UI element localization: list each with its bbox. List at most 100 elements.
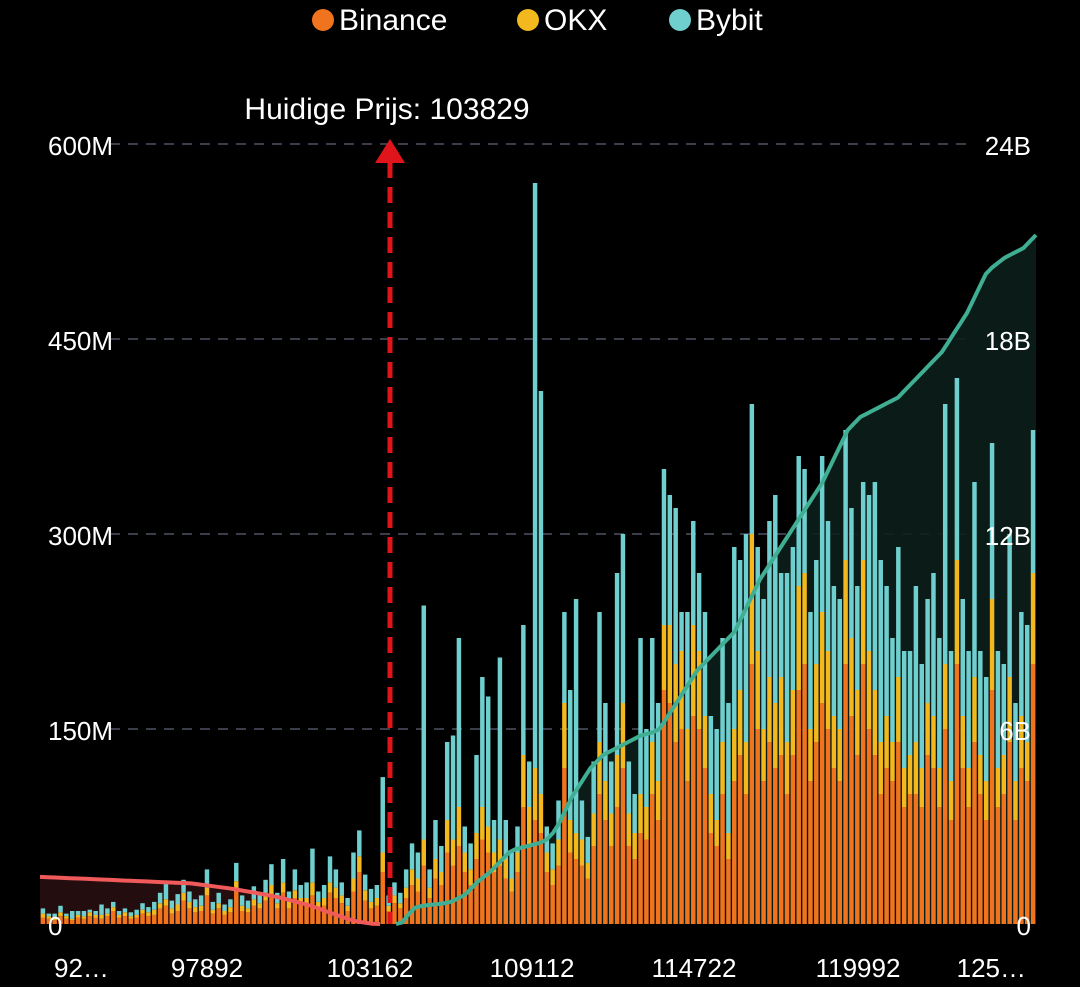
- binance-bar: [585, 878, 591, 924]
- y-axis-left: 600M 450M 300M 150M 0: [48, 131, 113, 941]
- bybit-bar: [216, 892, 221, 904]
- short-cumulative-line: [39, 874, 381, 926]
- bybit-bar: [819, 456, 825, 612]
- okx-bar: [398, 903, 403, 909]
- legend-item-binance[interactable]: Binance: [312, 4, 447, 37]
- okx-bar: [69, 918, 75, 921]
- legend-item-bybit[interactable]: Bybit: [669, 4, 763, 37]
- binance-bar: [380, 872, 385, 924]
- y-right-tick: 6B: [999, 716, 1031, 746]
- okx-bar: [626, 813, 632, 846]
- binance-bar: [620, 768, 626, 924]
- bybit-bar: [339, 882, 344, 896]
- okx-bar: [152, 909, 157, 915]
- bybit-bar: [485, 696, 491, 827]
- okx-bar: [280, 882, 286, 893]
- okx-bar: [321, 898, 327, 906]
- binance-bar: [304, 905, 309, 924]
- bybit-bar: [526, 761, 532, 807]
- x-tick: 109112: [490, 953, 575, 982]
- binance-bar: [257, 908, 262, 924]
- bybit-bar: [790, 547, 796, 690]
- bybit-bar: [116, 911, 122, 915]
- okx-bar: [526, 807, 532, 846]
- bybit-bar: [562, 612, 567, 703]
- okx-bar: [134, 914, 139, 918]
- bybit-bar: [808, 612, 813, 729]
- okx-bar: [890, 742, 895, 781]
- okx-bar: [427, 887, 432, 898]
- okx-bar: [116, 914, 122, 918]
- okx-bar: [726, 833, 731, 859]
- bybit-bar: [521, 625, 526, 755]
- binance-bar: [152, 914, 157, 924]
- legend-label: Bybit: [696, 4, 763, 37]
- bybit-bar: [732, 547, 737, 729]
- binance-bar: [275, 908, 280, 924]
- bybit-bar: [163, 883, 169, 900]
- binance-bar: [521, 807, 526, 924]
- binance-bar: [491, 872, 497, 924]
- bybit-bar: [75, 911, 81, 915]
- okx-bar: [948, 781, 954, 820]
- okx-bar: [327, 882, 333, 893]
- bybit-bar: [931, 573, 936, 716]
- binance-bar: [286, 908, 292, 924]
- okx-bar: [837, 729, 842, 781]
- okx-bar: [462, 852, 467, 872]
- okx-bar: [58, 912, 63, 917]
- okx-bar: [175, 904, 180, 911]
- bybit-bar: [433, 820, 438, 859]
- binance-bar: [474, 859, 479, 924]
- bybit-bar: [966, 651, 971, 768]
- binance-bar: [609, 846, 614, 924]
- binance-bar: [321, 905, 327, 924]
- binance-bar: [456, 846, 462, 924]
- binance-bar: [280, 892, 286, 924]
- bybit-bar: [286, 891, 292, 902]
- bybit-bar: [696, 573, 702, 651]
- bybit-swatch-icon: [669, 9, 691, 31]
- binance-bar: [696, 729, 702, 924]
- bybit-bar: [491, 820, 497, 853]
- okx-bar: [292, 890, 298, 898]
- binance-bar: [937, 807, 942, 924]
- okx-bar: [825, 651, 831, 729]
- bybit-bar: [884, 586, 889, 716]
- okx-bar: [99, 914, 104, 919]
- bybit-bar: [679, 612, 684, 651]
- bybit-bar: [614, 573, 620, 755]
- legend-item-okx[interactable]: OKX: [517, 4, 607, 37]
- bybit-bar: [298, 885, 303, 898]
- binance-bar: [784, 794, 790, 924]
- binance-bar: [327, 892, 333, 924]
- bybit-bar: [644, 729, 649, 807]
- y-right-tick: 12B: [985, 521, 1031, 551]
- bybit-bar: [415, 852, 421, 879]
- okx-bar: [491, 852, 497, 872]
- bybit-bar: [111, 901, 116, 908]
- okx-bar: [855, 690, 860, 755]
- okx-bar: [46, 916, 52, 919]
- bybit-bar: [784, 573, 790, 742]
- okx-bar: [193, 907, 198, 913]
- okx-bar: [878, 742, 883, 794]
- binance-bar: [146, 916, 151, 924]
- bybit-bar: [515, 826, 520, 853]
- binance-bar: [679, 729, 684, 924]
- binance-bar: [509, 891, 514, 924]
- bybit-bar: [638, 638, 643, 794]
- binance-bar: [913, 794, 919, 924]
- bybit-bar: [169, 900, 175, 909]
- binance-bar: [187, 908, 192, 924]
- bybit-bar: [146, 907, 151, 913]
- bybit-bar: [187, 891, 192, 902]
- binance-bar: [64, 918, 69, 924]
- okx-bar: [403, 887, 409, 898]
- binance-bar: [392, 903, 397, 924]
- binance-bar: [1013, 820, 1018, 924]
- bybit-bar: [872, 482, 878, 690]
- okx-bar: [696, 651, 702, 729]
- bybit-bar: [380, 777, 385, 853]
